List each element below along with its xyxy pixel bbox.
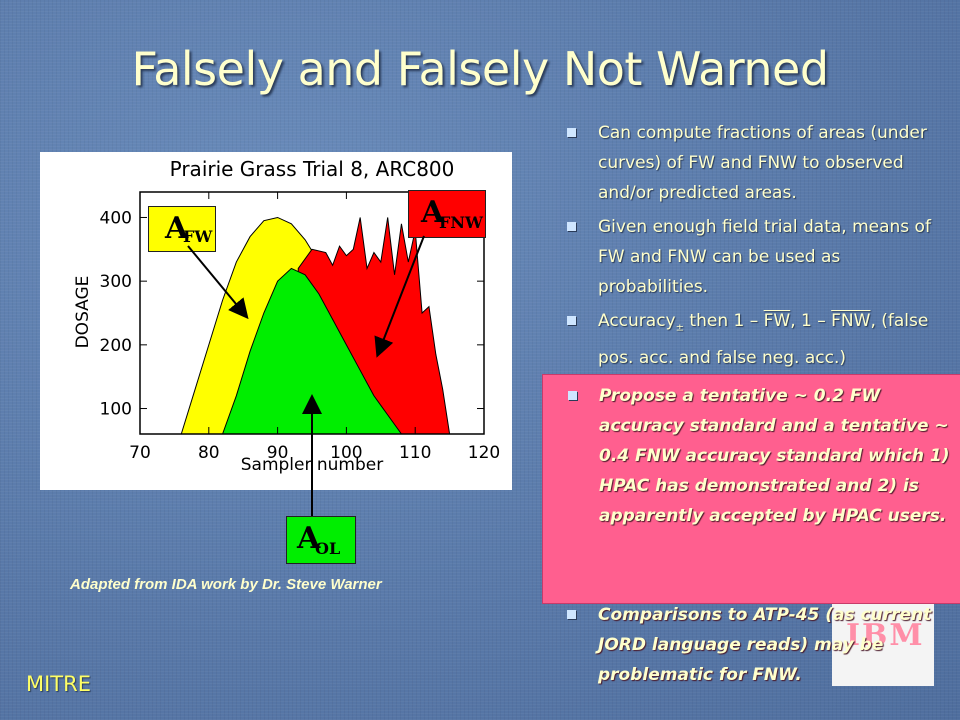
- x-tick-label: 120: [468, 443, 500, 463]
- bullet-item: Propose a tentative ~ 0.2 FW accuracy st…: [565, 381, 959, 531]
- bullet-text: Comparisons to ATP-45 (as current JORD l…: [598, 605, 932, 685]
- x-axis-label: Sampler number: [241, 455, 383, 475]
- x-tick-label: 80: [198, 443, 220, 463]
- bullet-list-2: Comparisons to ATP-45 (as current JORD l…: [564, 600, 934, 690]
- x-tick-label: 70: [129, 443, 151, 463]
- bullet-marker-icon: [567, 610, 576, 619]
- bullet-text: Can compute fractions of areas (under cu…: [598, 123, 927, 203]
- bullet-list: Can compute fractions of areas (under cu…: [564, 118, 949, 373]
- x-tick-label: 110: [399, 443, 431, 463]
- afnw-label-main: A: [421, 195, 445, 230]
- source-caption: Adapted from IDA work by Dr. Steve Warne…: [70, 576, 382, 593]
- bullet-text: Accuracy± then 1 – FW, 1 – FNW, (false p…: [598, 311, 929, 369]
- afnw-label: A FNW: [408, 190, 486, 238]
- x-tick-label: 100: [330, 443, 362, 463]
- y-tick-label: 200: [100, 336, 132, 356]
- afw-label: A FW: [148, 206, 216, 252]
- bullet-marker-icon: [568, 391, 577, 400]
- y-tick-label: 100: [100, 400, 132, 420]
- bullet-marker-icon: [567, 128, 576, 137]
- bullet-marker-icon: [567, 222, 576, 231]
- y-axis-label: DOSAGE: [73, 276, 93, 349]
- bullet-item: Comparisons to ATP-45 (as current JORD l…: [564, 600, 934, 690]
- chart-title: Prairie Grass Trial 8, ARC800: [170, 157, 455, 181]
- aol-label: A OL: [286, 516, 356, 564]
- y-tick-label: 300: [100, 272, 132, 292]
- highlight-box: Propose a tentative ~ 0.2 FW accuracy st…: [542, 374, 960, 604]
- afw-label-main: A: [165, 211, 189, 246]
- afw-label-sub: FW: [183, 227, 213, 246]
- bullet-item: Given enough field trial data, means of …: [564, 212, 949, 302]
- aol-label-main: A: [297, 521, 321, 556]
- aol-label-sub: OL: [315, 539, 341, 558]
- bullet-item: Accuracy± then 1 – FW, 1 – FNW, (false p…: [564, 306, 949, 373]
- area-a-ol: [221, 267, 403, 435]
- ibm-logo-text: IBM: [846, 618, 925, 653]
- afnw-label-sub: FNW: [439, 213, 483, 232]
- bullet-text: Given enough field trial data, means of …: [598, 217, 931, 297]
- mitre-logo: MITRE: [26, 672, 91, 696]
- bullet-marker-icon: [567, 316, 576, 325]
- slide-title: Falsely and Falsely Not Warned: [131, 42, 829, 96]
- bullet-text: Propose a tentative ~ 0.2 FW accuracy st…: [599, 386, 950, 526]
- y-tick-label: 400: [100, 208, 132, 228]
- bullet-item: Can compute fractions of areas (under cu…: [564, 118, 949, 208]
- ibm-logo: IBM: [832, 604, 934, 686]
- x-tick-label: 90: [267, 443, 289, 463]
